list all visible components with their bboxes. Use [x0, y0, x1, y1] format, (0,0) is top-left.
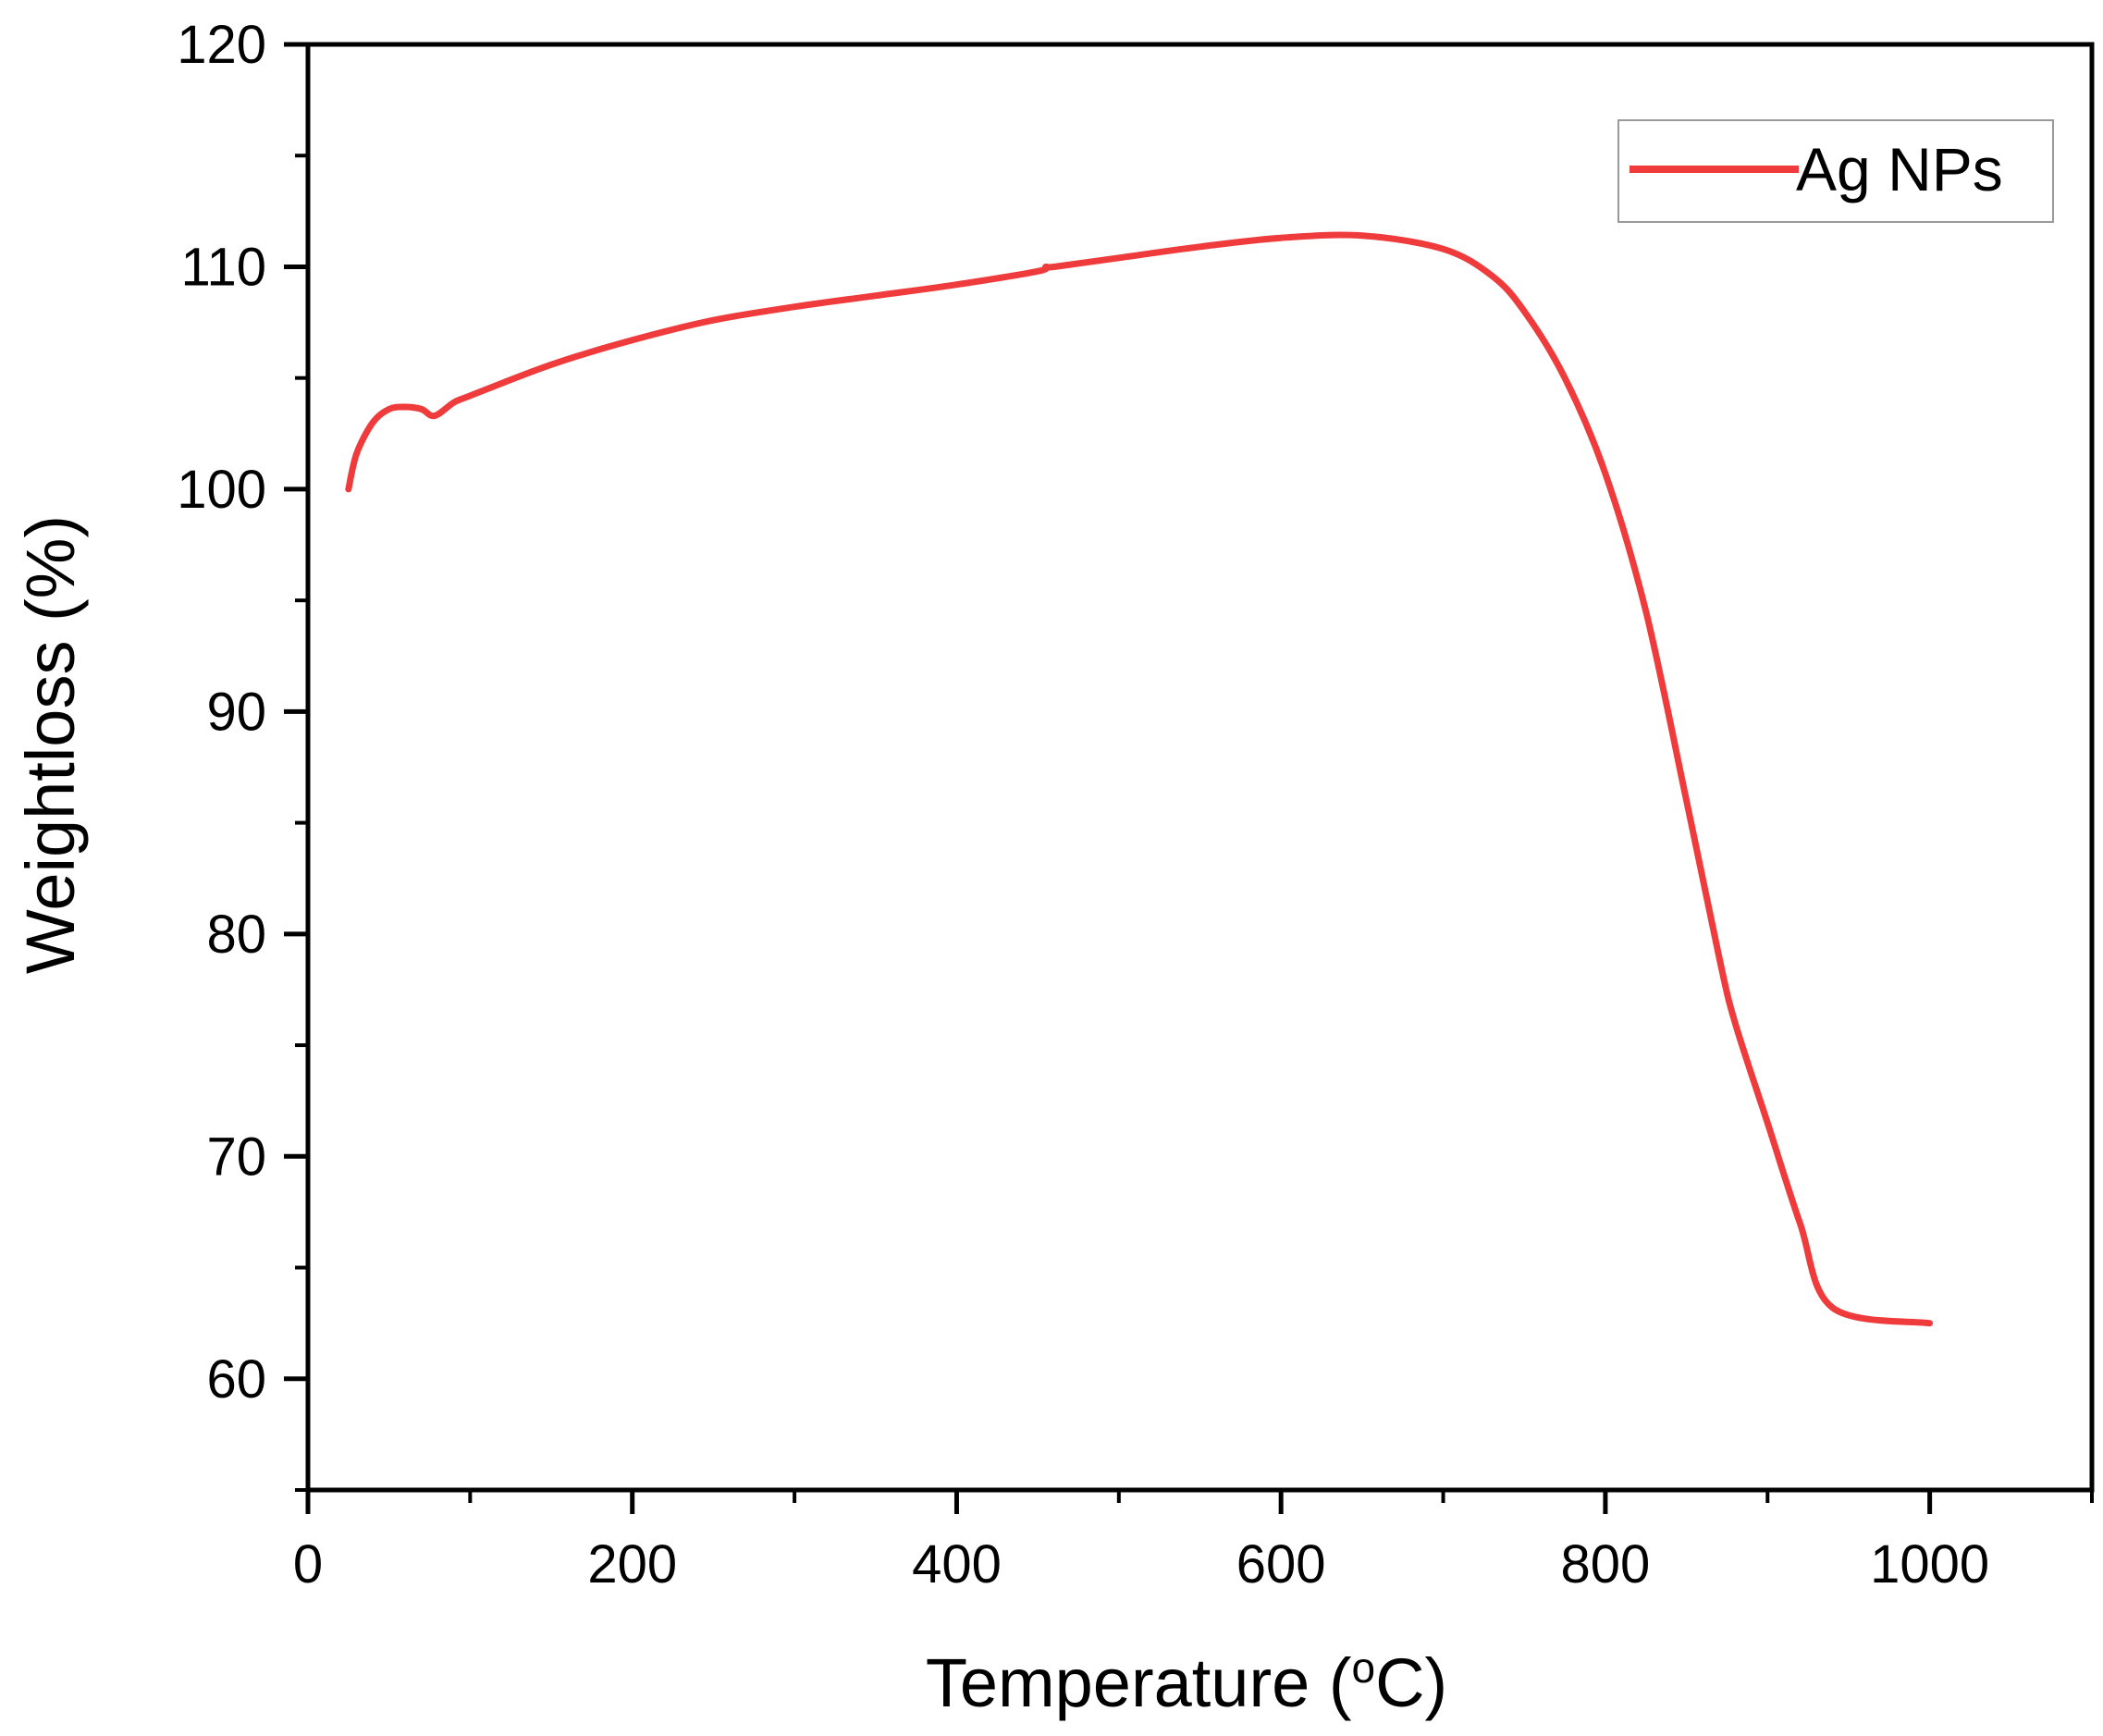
x-axis-title-main: Temperature (	[926, 1644, 1352, 1721]
x-axis-tick-labels: 0 200 400 600 800 1000	[293, 1534, 1989, 1594]
y-axis-ticks	[284, 42, 308, 1492]
x-tick-label: 400	[912, 1534, 1002, 1594]
y-axis-tick-labels: 60 70 80 90 100 110 120	[177, 15, 266, 1410]
series-line-0	[345, 231, 1934, 1327]
x-tick-label: 0	[293, 1534, 323, 1594]
x-tick-label: 600	[1236, 1534, 1326, 1594]
series-group	[345, 231, 1934, 1327]
y-tick-label: 110	[181, 237, 266, 297]
y-axis-title: Weightloss (%)	[12, 515, 89, 974]
x-axis-title: Temperature (oC)	[926, 1644, 1447, 1721]
x-tick-label: 800	[1561, 1534, 1651, 1594]
x-tick-label: 1000	[1870, 1534, 1989, 1594]
y-tick-label: 60	[206, 1349, 266, 1410]
legend-label-ag-nps: Ag NPs	[1796, 135, 2003, 203]
plot-frame	[305, 42, 2095, 1493]
y-tick-label: 120	[177, 15, 266, 75]
x-tick-label: 200	[587, 1534, 677, 1594]
legend: Ag NPs	[1617, 119, 2054, 223]
x-axis-ticks	[305, 1490, 2094, 1514]
x-axis-title-superscript: o	[1351, 1644, 1375, 1692]
x-axis-title-end: C)	[1375, 1644, 1447, 1721]
y-tick-label: 100	[177, 460, 266, 520]
y-tick-label: 90	[206, 682, 266, 742]
y-tick-label: 80	[206, 905, 266, 965]
y-tick-label: 70	[206, 1127, 266, 1187]
